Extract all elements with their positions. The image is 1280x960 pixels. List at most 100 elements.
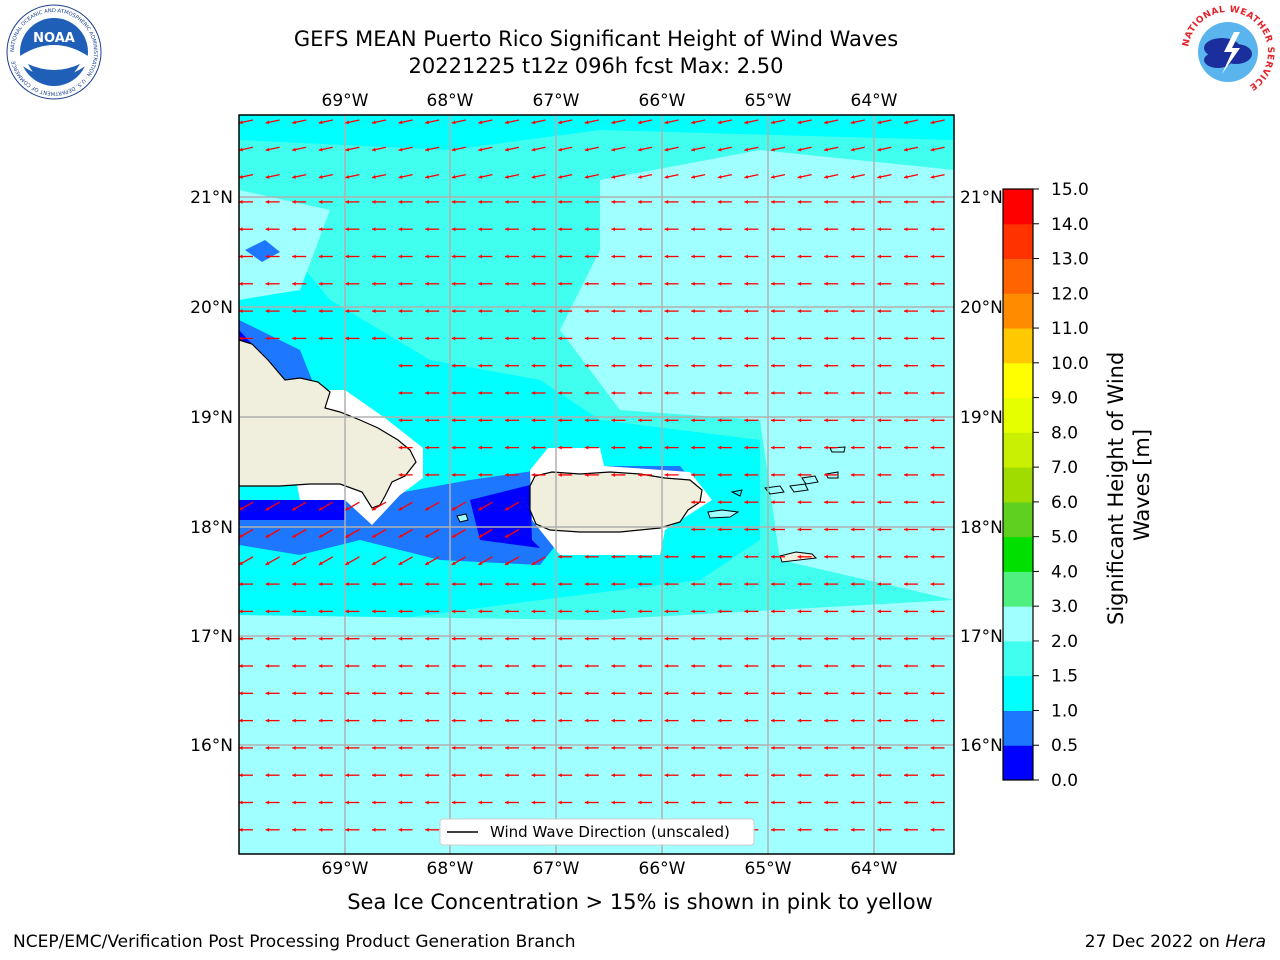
wave-arrow-head: [318, 691, 323, 696]
wave-arrow-head: [478, 773, 482, 778]
wave-arrow-head: [425, 582, 429, 587]
wave-arrow-head: [797, 472, 802, 477]
wave-arrow-head: [451, 636, 456, 641]
wave-arrow-head: [771, 800, 775, 805]
wave-arrow-head: [930, 227, 935, 232]
wave-arrow-head: [771, 147, 775, 152]
wave-arrow-head: [505, 609, 509, 614]
wave-arrow-head: [904, 472, 908, 477]
wave-arrow-head: [691, 445, 695, 450]
wave-arrow-head: [584, 773, 589, 778]
wave-arrow-head: [930, 363, 935, 368]
wave-arrow-head: [877, 582, 881, 587]
wave-arrow-head: [904, 254, 908, 259]
wave-arrow-head: [771, 773, 775, 778]
wave-arrow-head: [558, 227, 562, 232]
wave-arrow-head: [584, 718, 589, 723]
wave-arrow-head: [850, 609, 855, 614]
wave-arrow-head: [239, 336, 243, 341]
wave-arrow-head: [797, 527, 802, 532]
wave-arrow-head: [292, 718, 296, 723]
wave-arrow-head: [505, 561, 509, 565]
wave-arrow-head: [239, 582, 243, 587]
wave-arrow-head: [638, 636, 642, 641]
wave-arrow-head: [318, 800, 323, 805]
wave-arrow-head: [531, 147, 536, 152]
wave-arrow-head: [850, 120, 855, 125]
wave-arrow-head: [824, 554, 828, 559]
colorbar-segment: [1003, 397, 1033, 433]
wave-arrow-head: [904, 745, 908, 750]
wave-arrow-head: [611, 773, 615, 778]
wave-arrow-head: [717, 500, 722, 505]
wave-arrow-head: [425, 609, 429, 614]
wave-arrow-head: [744, 120, 749, 125]
wave-arrow-head: [771, 472, 775, 477]
colorbar-tick-label: 1.0: [1051, 701, 1078, 721]
wave-arrow-head: [505, 254, 509, 259]
wave-arrow-head: [398, 773, 403, 778]
wave-arrow-head: [451, 363, 456, 368]
wave-arrow-head: [904, 582, 908, 587]
wave-arrow-head: [717, 445, 722, 450]
wave-arrow-head: [930, 827, 935, 832]
wave-arrow-head: [877, 363, 881, 368]
wave-arrow-head: [239, 718, 243, 723]
wave-arrow-head: [717, 800, 722, 805]
wave-arrow-head: [691, 582, 695, 587]
wave-arrow-head: [558, 554, 562, 559]
wave-arrow-head: [850, 199, 855, 204]
wave-arrow-head: [717, 147, 722, 152]
wave-arrow-head: [611, 636, 615, 641]
wave-arrow-head: [478, 227, 482, 232]
wave-arrow-head: [398, 309, 403, 314]
wave-arrow-head: [904, 664, 908, 668]
wave-arrow-head: [531, 391, 536, 395]
wave-arrow-head: [451, 418, 456, 423]
wave-arrow-head: [717, 174, 722, 179]
wave-arrow-head: [239, 254, 243, 259]
wave-arrow-head: [691, 199, 695, 204]
wave-arrow-head: [292, 773, 296, 778]
wave-arrow-head: [239, 281, 243, 286]
wave-arrow-head: [265, 120, 270, 125]
wave-arrow-head: [372, 582, 376, 587]
wave-arrow-head: [717, 773, 722, 778]
lon-label-top: 64°W: [851, 91, 898, 111]
wave-arrow-head: [478, 506, 483, 511]
wave-arrow-head: [930, 445, 935, 450]
wave-arrow-head: [824, 418, 828, 423]
wave-arrow-head: [824, 336, 828, 341]
wave-arrow-head: [824, 147, 829, 152]
wave-arrow-head: [398, 147, 403, 152]
wave-arrow-head: [558, 309, 562, 314]
wave-arrow-head: [771, 281, 775, 286]
wave-arrow-head: [850, 445, 855, 450]
wave-arrow-head: [877, 718, 881, 723]
wave-arrow-head: [505, 363, 509, 368]
wave-arrow-head: [797, 254, 802, 259]
wave-arrow-head: [292, 745, 296, 750]
wave-arrow-head: [930, 281, 935, 286]
wave-arrow-head: [584, 800, 589, 805]
wave-arrow-head: [638, 363, 642, 368]
wave-arrow-head: [265, 506, 270, 511]
wave-arrow-head: [292, 609, 296, 614]
colorbar-tick-label: 10.0: [1051, 354, 1089, 374]
wave-arrow-head: [372, 773, 376, 778]
wave-arrow-head: [930, 609, 935, 614]
wave-arrow-head: [531, 174, 536, 179]
wave-arrow-head: [398, 472, 403, 477]
wave-arrow-head: [265, 636, 270, 641]
wave-arrow-head: [611, 363, 615, 368]
lat-label-left: 21°N: [190, 188, 233, 208]
wave-arrow-head: [239, 120, 243, 125]
wave-arrow-head: [744, 227, 748, 232]
wave-arrow-head: [904, 800, 908, 805]
wave-arrow-head: [345, 120, 350, 125]
wave-arrow-head: [239, 827, 243, 832]
wave-arrow-head: [717, 554, 722, 559]
wave-arrow-head: [850, 309, 855, 314]
wave-arrow-head: [930, 664, 935, 668]
wave-arrow-head: [771, 691, 775, 696]
